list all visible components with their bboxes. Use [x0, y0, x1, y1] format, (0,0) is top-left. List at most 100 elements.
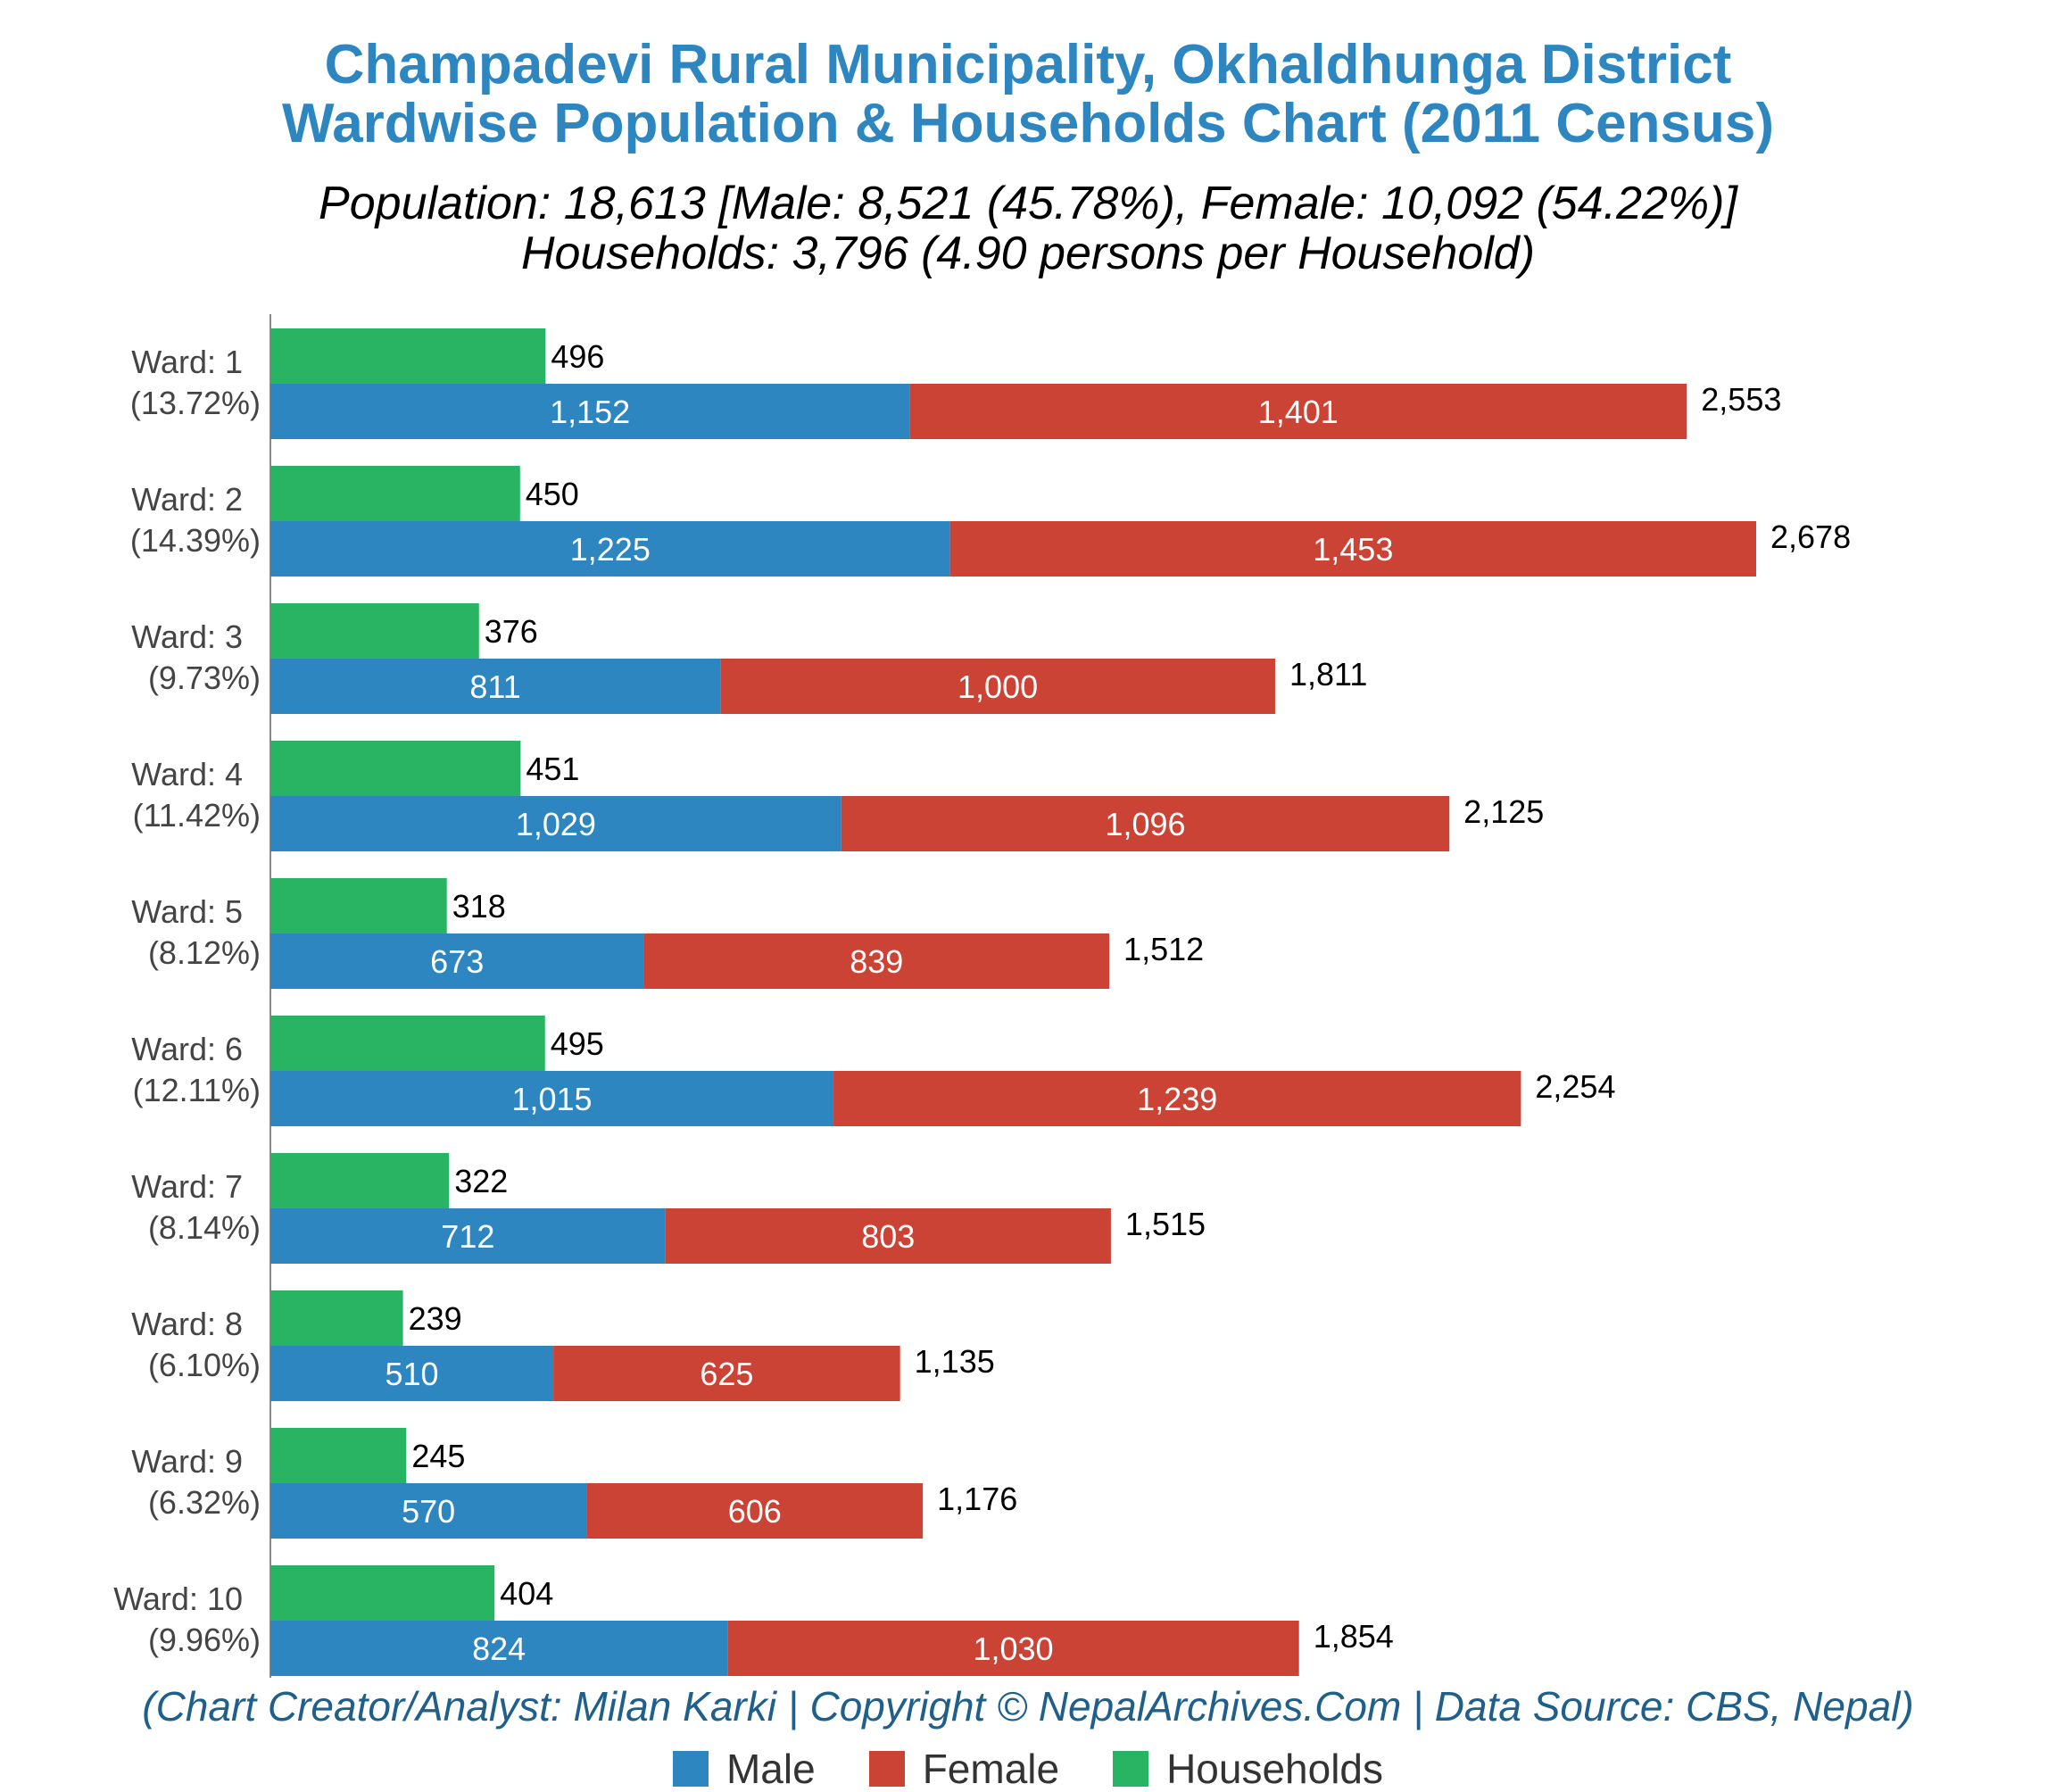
legend: Male Female Households [0, 1746, 2056, 1792]
ward-percent-label: (8.14%) [148, 1209, 261, 1246]
chart-credit: (Chart Creator/Analyst: Milan Karki | Co… [142, 1683, 1914, 1730]
ward-label: Ward: 10 [113, 1580, 243, 1617]
households-bar [270, 1016, 545, 1071]
male-bar [270, 521, 950, 577]
households-value-label: 322 [454, 1163, 508, 1199]
chart-subtitle-households: Households: 3,796 (4.90 persons per Hous… [520, 228, 1536, 279]
female-value-label: 606 [728, 1493, 782, 1530]
male-bar [270, 933, 644, 989]
households-value-label: 450 [526, 476, 579, 512]
legend-swatch-female [868, 1751, 905, 1787]
female-bar [949, 521, 1756, 577]
households-bar [270, 1565, 495, 1621]
households-value-label: 496 [551, 338, 604, 375]
female-bar [665, 1208, 1111, 1264]
ward-percent-label: (9.96%) [148, 1622, 261, 1658]
households-value-label: 239 [409, 1300, 462, 1337]
chart-title-line-2: Wardwise Population & Households Chart (… [281, 93, 1774, 154]
ward-percent-label: (12.11%) [133, 1072, 261, 1108]
female-value-label: 625 [700, 1356, 753, 1392]
male-value-label: 811 [469, 668, 520, 705]
households-value-label: 245 [411, 1438, 465, 1474]
legend-label-female: Female [922, 1746, 1060, 1792]
female-bar [553, 1346, 900, 1401]
female-bar [586, 1483, 924, 1539]
ward-label: Ward: 6 [131, 1031, 243, 1067]
female-value-label: 1,401 [1258, 394, 1339, 430]
total-value-label: 1,854 [1314, 1618, 1394, 1655]
households-value-label: 495 [551, 1025, 604, 1062]
total-value-label: 1,515 [1125, 1206, 1206, 1242]
total-value-label: 1,811 [1289, 656, 1367, 693]
households-bar [270, 1428, 407, 1483]
male-value-label: 673 [430, 943, 484, 980]
male-value-label: 824 [472, 1630, 526, 1667]
households-bar [270, 328, 546, 384]
legend-swatch-households [1113, 1751, 1149, 1787]
male-value-label: 1,152 [550, 394, 630, 430]
female-value-label: 1,030 [973, 1630, 1053, 1667]
households-value-label: 451 [526, 751, 579, 787]
ward-percent-label: (11.42%) [133, 797, 261, 834]
male-value-label: 1,029 [516, 806, 596, 842]
male-bar [270, 796, 841, 851]
male-value-label: 510 [386, 1356, 439, 1392]
female-bar [833, 1071, 1521, 1126]
female-value-label: 1,239 [1137, 1081, 1217, 1117]
ward-label: Ward: 5 [131, 893, 243, 930]
ward-percent-label: (8.12%) [148, 934, 261, 971]
male-bar [270, 659, 721, 714]
ward-percent-label: (14.39%) [130, 522, 261, 559]
legend-swatch-male [672, 1751, 709, 1787]
ward-label: Ward: 3 [131, 618, 243, 655]
female-bar [841, 796, 1450, 851]
ward-percent-label: (9.73%) [148, 660, 261, 696]
male-value-label: 1,015 [511, 1081, 592, 1117]
total-value-label: 2,678 [1770, 519, 1851, 555]
households-bar [270, 603, 479, 659]
ward-label: Ward: 7 [131, 1168, 243, 1205]
male-bar [270, 384, 910, 439]
total-value-label: 2,125 [1463, 793, 1544, 830]
ward-label: Ward: 4 [131, 756, 243, 792]
female-bar [727, 1621, 1299, 1676]
male-bar [270, 1071, 834, 1126]
total-value-label: 1,176 [937, 1481, 1017, 1517]
ward-label: Ward: 9 [131, 1443, 243, 1480]
total-value-label: 2,254 [1535, 1068, 1615, 1105]
female-value-label: 839 [850, 943, 903, 980]
ward-percent-label: (6.10%) [148, 1347, 261, 1383]
chart-subtitle-population: Population: 18,613 [Male: 8,521 (45.78%)… [319, 178, 1737, 229]
male-value-label: 1,225 [570, 531, 651, 568]
legend-item-male: Male [672, 1746, 816, 1792]
male-bar [270, 1483, 587, 1539]
female-value-label: 1,453 [1313, 531, 1393, 568]
households-bar [270, 1290, 403, 1346]
households-bar [270, 878, 447, 933]
female-bar [720, 659, 1275, 714]
female-value-label: 1,000 [958, 668, 1038, 705]
ward-label: Ward: 8 [131, 1306, 243, 1342]
legend-item-households: Households [1113, 1746, 1384, 1792]
chart-title-line-1: Champadevi Rural Municipality, Okhaldhun… [324, 34, 1732, 95]
female-bar [909, 384, 1687, 439]
female-bar [643, 933, 1110, 989]
ward-label: Ward: 1 [131, 344, 243, 380]
households-bar [270, 466, 520, 521]
ward-percent-label: (6.32%) [148, 1484, 261, 1521]
households-bar [270, 1153, 450, 1208]
ward-percent-label: (13.72%) [130, 385, 261, 421]
households-value-label: 318 [452, 888, 506, 925]
households-value-label: 376 [485, 613, 538, 650]
male-bar [270, 1621, 728, 1676]
legend-label-male: Male [725, 1746, 816, 1792]
male-bar [270, 1208, 666, 1264]
households-bar [270, 741, 521, 796]
female-value-label: 1,096 [1105, 806, 1185, 842]
households-value-label: 404 [500, 1575, 553, 1612]
total-value-label: 1,512 [1123, 931, 1204, 967]
total-value-label: 2,553 [1701, 381, 1781, 418]
female-value-label: 803 [861, 1218, 915, 1255]
legend-label-households: Households [1166, 1746, 1384, 1792]
